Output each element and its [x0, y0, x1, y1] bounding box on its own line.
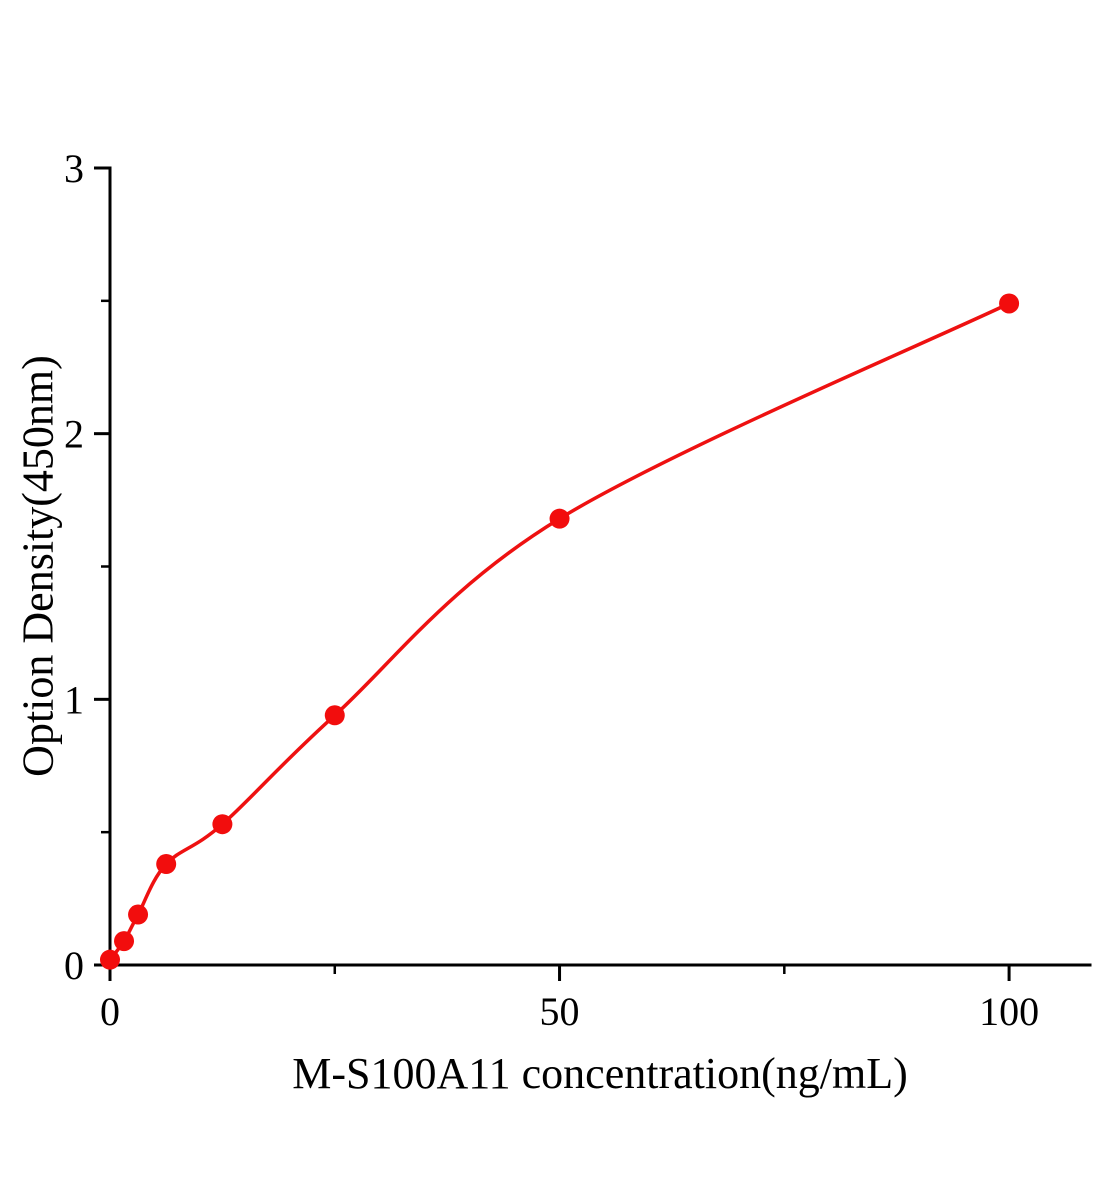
- y-tick-label: 3: [64, 146, 84, 191]
- y-axis-title: Option Density(450nm): [13, 355, 63, 777]
- x-axis-title: M-S100A11 concentration(ng/mL): [292, 1049, 908, 1098]
- data-point: [549, 508, 570, 529]
- x-tick-label: 100: [979, 989, 1039, 1034]
- y-tick-label: 0: [64, 943, 84, 988]
- data-point: [999, 293, 1020, 314]
- data-point: [156, 854, 177, 875]
- fit-curve: [108, 301, 1011, 962]
- data-point: [100, 949, 120, 970]
- data-point: [128, 904, 149, 925]
- x-tick-label: 50: [540, 989, 580, 1034]
- data-point: [114, 931, 135, 952]
- data-point: [324, 705, 345, 726]
- axes-spines: [108, 166, 1092, 967]
- y-tick-label: 2: [64, 412, 84, 457]
- x-tick-label: 0: [100, 989, 120, 1034]
- y-tick-label: 1: [64, 677, 84, 722]
- data-point: [212, 814, 233, 835]
